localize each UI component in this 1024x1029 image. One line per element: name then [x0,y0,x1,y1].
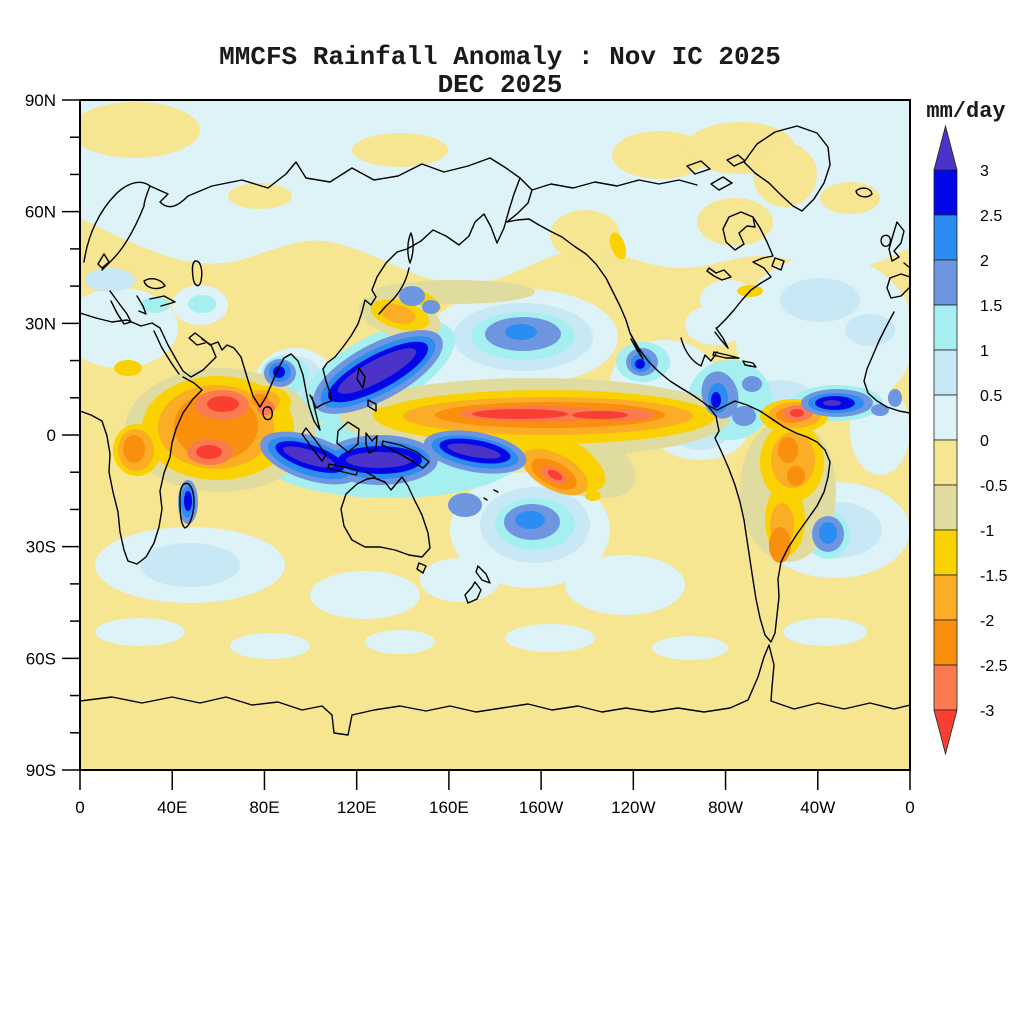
x-axis-tick-label: 160W [519,798,563,817]
colorbar-unit-label: mm/day [926,99,1005,124]
x-axis-tick-label: 0 [75,798,84,817]
colorbar-segment [934,665,957,710]
colorbar-segment [934,215,957,260]
y-axis-tick-label: 0 [47,426,56,445]
x-axis-tick-label: 160E [429,798,469,817]
colorbar-tick-label: 3 [980,163,989,180]
colorbar-tick-label: -1 [980,523,994,540]
y-axis-tick-label: 30S [26,538,56,557]
colorbar-tick-label: 1 [980,343,989,360]
colorbar-tick-label: -2.5 [980,658,1008,675]
colorbar: 3 2.5 2 1.5 1 0.5 0 -0.5 -1 -1.5 -2 -2.5 -3 [934,126,1008,754]
colorbar-segment [934,395,957,440]
colorbar-tick-label: -1.5 [980,568,1008,585]
colorbar-segment [934,305,957,350]
anomaly-map [62,100,915,770]
y-axis-tick-label: 30N [25,314,56,333]
chart-title: MMCFS Rainfall Anomaly : Nov IC 2025 [219,42,781,72]
colorbar-segment [934,170,957,215]
y-axis-tick-label: 90S [26,761,56,780]
y-axis-tick-label: 60S [26,649,56,668]
x-axis-tick-label: 40E [157,798,187,817]
colorbar-under-arrow [934,710,957,754]
x-axis-tick-label: 80W [708,798,743,817]
colorbar-segment [934,530,957,575]
colorbar-tick-label: 1.5 [980,298,1002,315]
x-axis-tick-label: 120E [337,798,377,817]
y-axis-tick-label: 60N [25,203,56,222]
x-axis-tick-label: 0 [905,798,914,817]
x-axis-tick-label: 80E [249,798,279,817]
colorbar-tick-label: 0.5 [980,388,1002,405]
colorbar-tick-label: -3 [980,703,994,720]
x-axis-tick-label: 120W [611,798,655,817]
colorbar-tick-label: 0 [980,433,989,450]
colorbar-segment [934,260,957,305]
x-axis-tick-label: 40W [800,798,835,817]
y-axis: 90N 60N 30N 0 30S 60S 90S [25,91,80,780]
chart-subtitle: DEC 2025 [438,70,563,100]
colorbar-segment [934,485,957,530]
colorbar-tick-label: 2 [980,253,989,270]
y-axis-tick-label: 90N [25,91,56,110]
colorbar-segment [934,575,957,620]
colorbar-tick-label: -0.5 [980,478,1008,495]
colorbar-over-arrow [934,126,957,170]
colorbar-tick-label: -2 [980,613,994,630]
rainfall-anomaly-figure: MMCFS Rainfall Anomaly : Nov IC 2025 DEC… [0,0,1024,1024]
figure-page: MMCFS Rainfall Anomaly : Nov IC 2025 DEC… [0,0,1024,1024]
x-axis: 0 40E 80E 120E 160E 160W 120W 80W 40W 0 [75,770,914,817]
colorbar-tick-label: 2.5 [980,208,1002,225]
colorbar-segment [934,350,957,395]
colorbar-segment [934,620,957,665]
colorbar-segment [934,440,957,485]
